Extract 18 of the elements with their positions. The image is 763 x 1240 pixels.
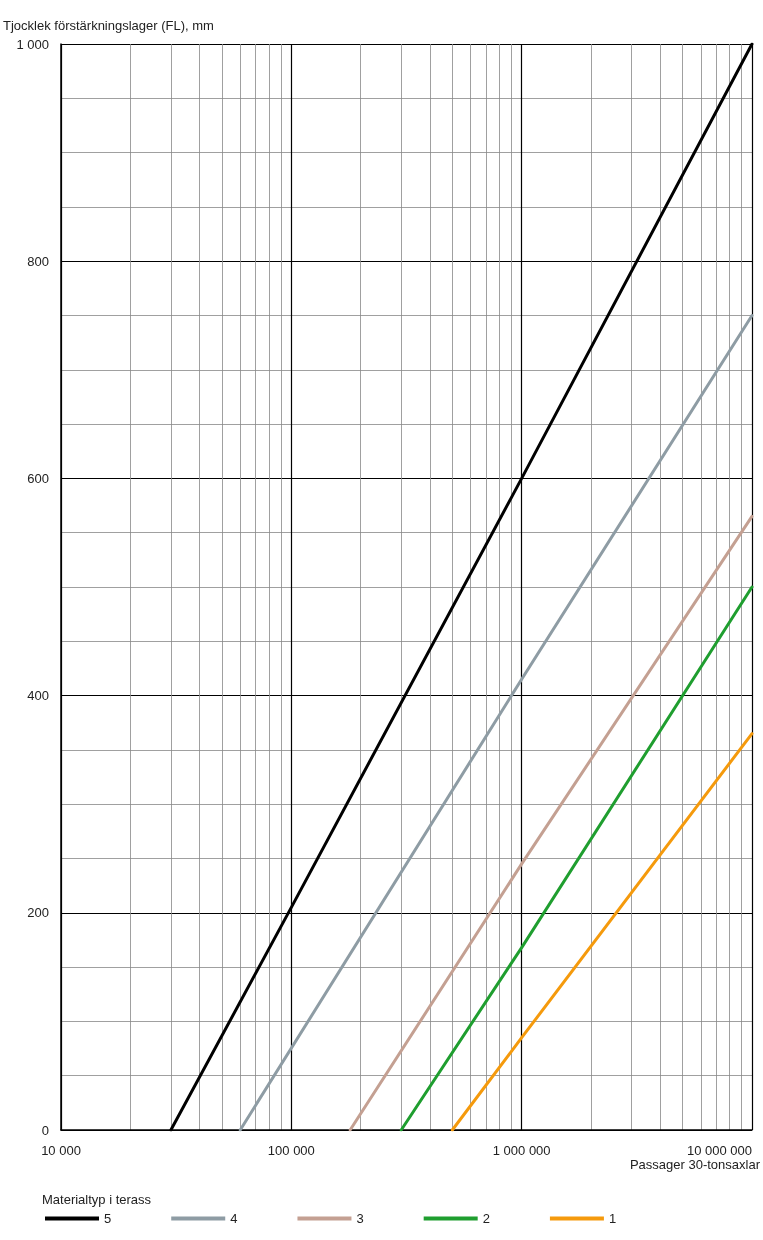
y-tick-label: 400: [27, 688, 49, 704]
legend-label: 3: [356, 1211, 364, 1226]
x-tick-label: 10 000 000: [686, 1143, 752, 1158]
x-tick-label: 100 000: [267, 1143, 315, 1158]
y-tick-label: 0: [41, 1122, 49, 1138]
y-tick-label: 1 000: [16, 36, 49, 52]
legend-label: 1: [608, 1211, 617, 1226]
legend-label: 5: [104, 1211, 112, 1226]
y-tick-label: 800: [27, 253, 49, 269]
legend-label: 4: [230, 1211, 238, 1226]
legend-title: Materialtyp i terass: [42, 1192, 152, 1207]
x-tick-label: 1 000 000: [492, 1143, 551, 1158]
x-axis-title: Passager 30-tonsaxlar: [629, 1157, 761, 1172]
x-tick-label: 10 000: [41, 1143, 81, 1158]
y-axis-title: Tjocklek förstärkningslager (FL), mm: [3, 18, 214, 33]
y-tick-label: 200: [27, 905, 49, 921]
y-tick-label: 600: [27, 470, 49, 486]
legend-label: 2: [482, 1211, 490, 1226]
